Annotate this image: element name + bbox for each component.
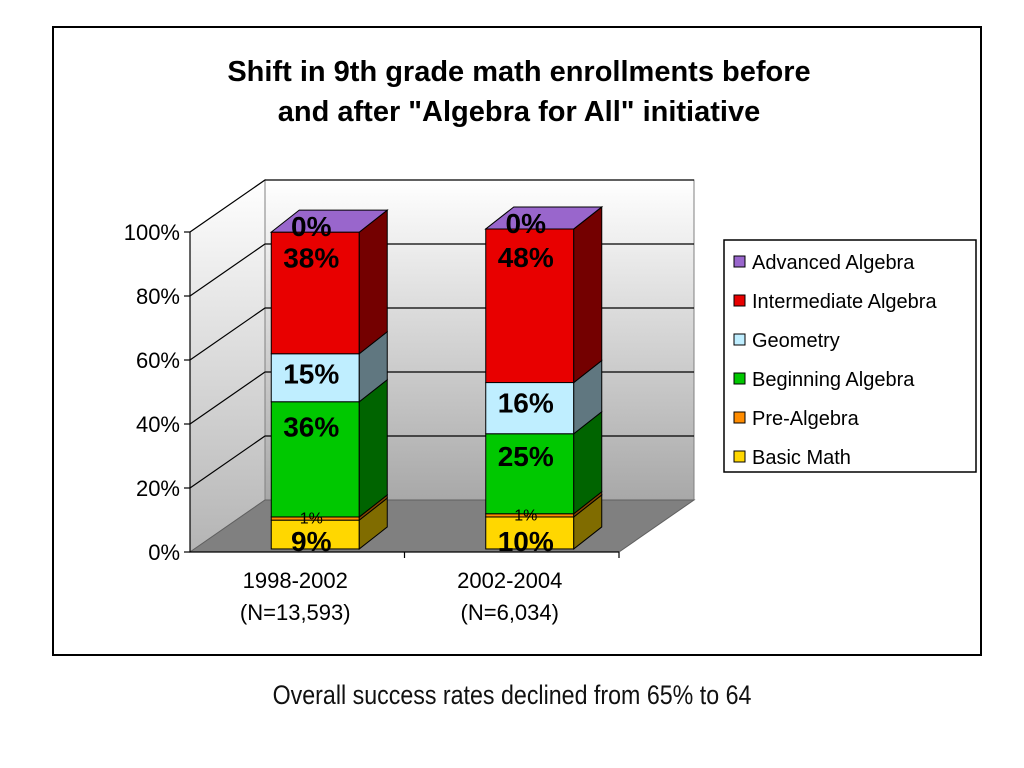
- data-label: 9%: [291, 526, 332, 557]
- legend-label: Geometry: [752, 330, 840, 352]
- data-label: 48%: [498, 242, 554, 273]
- y-tick-label: 60%: [136, 348, 180, 373]
- y-axis: 0% 20% 40% 60% 80% 100%: [124, 220, 620, 565]
- bar-segment: [485, 205, 603, 384]
- data-label: 15%: [283, 358, 339, 389]
- side-wall: [189, 179, 266, 553]
- bar-front: [485, 382, 575, 435]
- y-tick-label: 0%: [148, 540, 180, 565]
- data-labels: 9%1%36%15%38%0%10%1%25%16%48%0%: [283, 208, 554, 557]
- legend-swatch: [733, 294, 746, 307]
- bar-segment: [270, 209, 388, 355]
- bars: [269, 205, 604, 550]
- data-label: 1%: [514, 507, 537, 524]
- chart-svg: 0%20%40%60%80%100% 9%1%36%15%38%0%10%1%2…: [124, 56, 977, 625]
- category-label: (N=6,034): [461, 600, 559, 625]
- legend-swatch: [733, 411, 746, 424]
- legend-box: [723, 239, 977, 473]
- floor: [188, 499, 696, 553]
- legend-label: Basic Math: [752, 447, 851, 469]
- title-line: and after "Algebra for All" initiative: [278, 96, 760, 128]
- gridline: [189, 179, 694, 233]
- y-tick-label: 20%: [136, 476, 180, 501]
- bar-front: [485, 433, 575, 515]
- bar-side: [358, 378, 388, 518]
- chart-frame: 0% 20% 40% 60% 80% 100% 9% 1% 36% 15% 38% 0% 10% 1% 2…: [52, 26, 982, 656]
- legend-label: Advanced Algebra: [752, 252, 915, 274]
- title-line: Shift in 9th grade math enrollments befo…: [227, 56, 810, 88]
- bar-segment: [270, 497, 388, 550]
- legend-label: Intermediate Algebra: [752, 291, 937, 313]
- legend-swatch: [733, 372, 746, 385]
- legend-label: Beginning Algebra: [752, 369, 915, 391]
- category-label: (N=13,593): [240, 600, 351, 625]
- data-label: 10%: [498, 526, 554, 557]
- y-tick-label: 80%: [136, 284, 180, 309]
- category-label: 2002-2004: [457, 568, 562, 593]
- bar-front: [270, 401, 360, 518]
- bar-front: [485, 516, 575, 550]
- legend-swatch: [733, 255, 746, 268]
- data-label: 25%: [498, 441, 554, 472]
- x-axis-labels: 1998-2002 (N=13,593) 2002-2004 (N=6,034): [240, 568, 562, 625]
- legend-swatch: [733, 450, 746, 463]
- chart-title: Shift in 9th grade math enrollments befo…: [227, 56, 810, 128]
- data-label: 0%: [291, 211, 332, 242]
- bar-top: [484, 206, 604, 230]
- legend-swatch: [733, 333, 746, 346]
- data-label: 16%: [498, 387, 554, 418]
- bar-side: [573, 205, 603, 384]
- y-tick-label: 40%: [136, 412, 180, 437]
- plot-walls: [188, 179, 696, 553]
- data-label: 0%: [506, 208, 547, 239]
- bar-front: [270, 519, 360, 550]
- legend: Advanced Algebra Intermediate Algebra Geom…: [723, 239, 977, 473]
- data-label: 1%: [300, 511, 323, 528]
- y-tick-label: 100%: [124, 220, 180, 245]
- caption: Overall success rates declined from 65% …: [272, 680, 752, 710]
- bar-front: [485, 228, 575, 384]
- bar-segment: [485, 493, 603, 550]
- data-label: 38%: [283, 243, 339, 274]
- bar-top: [269, 209, 389, 233]
- legend-label: Pre-Algebra: [752, 408, 860, 430]
- data-label: 36%: [283, 412, 339, 443]
- bar-segment: [485, 359, 603, 435]
- bar-front: [270, 231, 360, 355]
- category-label: 1998-2002: [243, 568, 348, 593]
- bar-side: [358, 209, 388, 355]
- bar-segment: [485, 410, 603, 515]
- bar-segment: [270, 378, 388, 518]
- bar-segment: [270, 330, 388, 403]
